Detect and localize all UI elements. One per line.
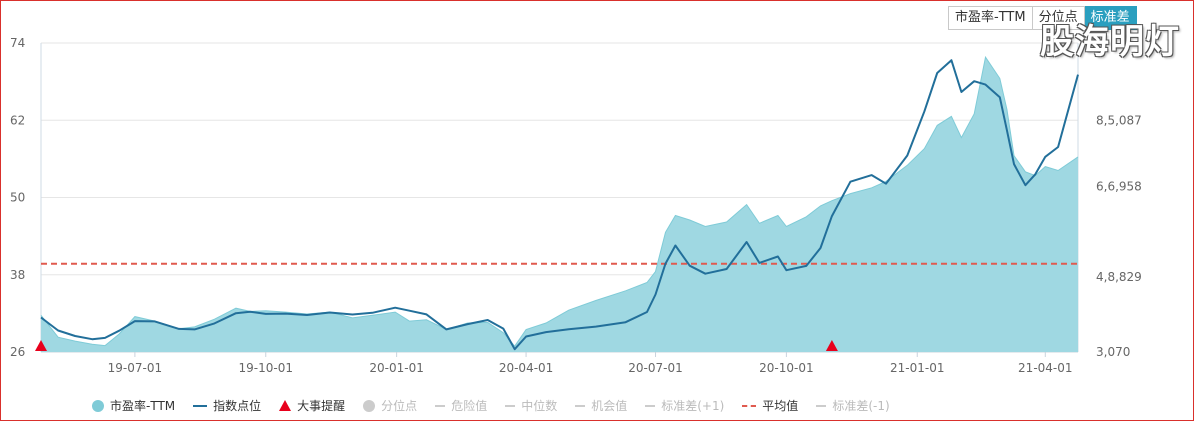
left-tick-label: 26 [10,345,25,359]
tab-percentile[interactable]: 分位点 [1032,6,1085,30]
legend-label: 平均值 [762,399,799,413]
left-tick-label: 62 [10,113,25,127]
legend-dash-icon [505,404,516,407]
legend-triangle-icon [279,400,292,411]
legend-label: 标准差(+1) [661,399,725,413]
legend-dash-icon [742,404,757,407]
pe-ttm-area [41,57,1078,352]
left-tick-label: 38 [10,268,25,282]
legend-dot-icon [92,399,104,412]
legend-item[interactable]: 机会值 [575,397,627,414]
legend-dash-icon [575,404,586,407]
legend-line-icon [193,404,208,407]
tab-std-dev[interactable]: 标准差 [1084,6,1137,30]
index-line [40,59,1079,351]
legend-dash-icon [435,404,446,407]
left-tick-label: 50 [10,191,25,205]
x-tick-label: 21-01-01 [890,361,944,375]
x-tick-label: 20-01-01 [369,361,423,375]
watermark: 股海明灯 [1040,22,1180,62]
right-tick-label: 6,6,958 [1096,179,1142,193]
x-tick-label: 19-07-01 [108,361,162,375]
event-marker [35,340,47,351]
legend-item[interactable]: 危险值 [435,397,487,414]
legend-label: 指数点位 [213,399,262,413]
legend-item[interactable]: 大事提醒 [279,397,345,414]
legend-label: 市盈率-TTM [110,399,176,413]
legend-item[interactable]: 中位数 [505,397,557,414]
x-tick-label: 20-07-01 [628,361,682,375]
legend-dot-icon [363,399,376,412]
legend-item[interactable]: 平均值 [742,397,798,414]
legend-item[interactable]: 标准差(-1) [816,397,890,414]
legend-label: 分位点 [381,399,418,413]
legend-label: 大事提醒 [297,399,346,413]
legend-item[interactable]: 指数点位 [193,397,261,414]
legend-item[interactable]: 分位点 [363,397,417,414]
view-tabs: 市盈率-TTM 分位点 标准差 [948,6,1137,30]
legend-label: 标准差(-1) [832,399,890,413]
x-tick-label: 21-04-01 [1018,361,1072,375]
legend-item[interactable]: 市盈率-TTM [92,397,175,414]
right-tick-label: 4,8,829 [1096,270,1142,284]
pe-ttm-outline [40,55,1079,348]
x-tick-label: 19-10-01 [239,361,293,375]
x-tick-label: 20-10-01 [759,361,813,375]
legend-dash-icon [645,404,656,407]
legend-label: 机会值 [591,399,628,413]
right-tick-label: 3,070 [1096,345,1130,359]
left-tick-label: 74 [10,36,25,50]
legend-dash-icon [816,404,827,407]
legend-item[interactable]: 标准差(+1) [645,397,724,414]
legend-label: 危险值 [451,399,488,413]
event-marker [825,340,838,351]
tab-pe-ttm[interactable]: 市盈率-TTM [948,6,1033,30]
legend-label: 中位数 [521,399,558,413]
chart-legend: 市盈率-TTM 指数点位 大事提醒 分位点 危险值 中位数 机会值 标准差(+1) 平均值 标准差… [92,397,908,414]
right-tick-label: 8,5,087 [1096,113,1142,127]
x-tick-label: 20-04-01 [499,361,553,375]
